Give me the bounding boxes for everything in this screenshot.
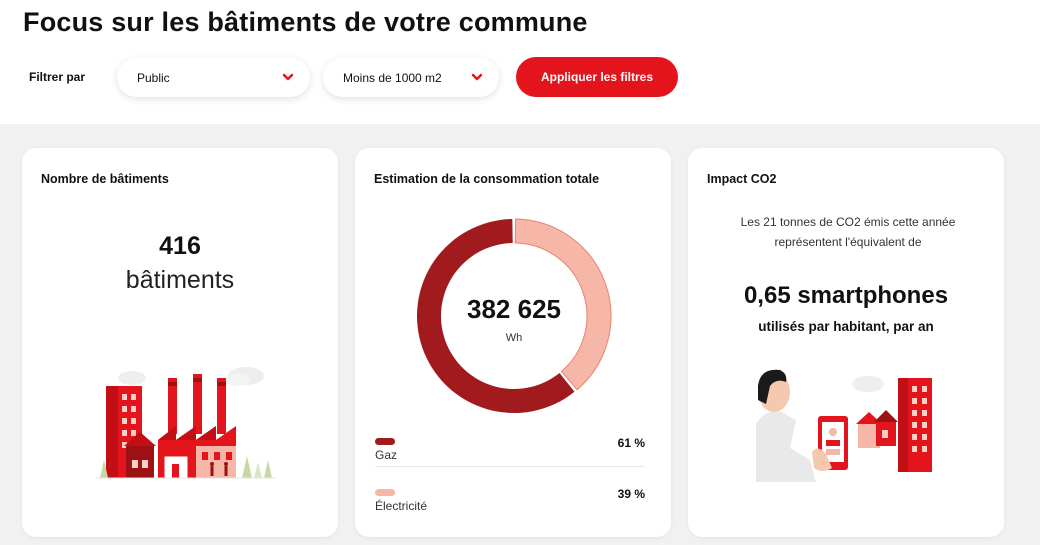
legend-item-electricity: Électricité 39 % bbox=[375, 487, 645, 519]
consumption-donut-chart bbox=[417, 218, 612, 413]
page-title: Focus sur les bâtiments de votre commune bbox=[23, 7, 588, 37]
building-size-value: Moins de 1000 m2 bbox=[343, 70, 442, 85]
building-type-value: Public bbox=[137, 70, 170, 85]
card-title: Nombre de bâtiments bbox=[41, 172, 169, 186]
apply-filters-button[interactable]: Appliquer les filtres bbox=[516, 57, 678, 97]
gas-swatch bbox=[375, 438, 395, 445]
header-section: Focus sur les bâtiments de votre commune… bbox=[0, 0, 1040, 124]
chevron-down-icon bbox=[282, 73, 294, 81]
building-type-select[interactable]: Public bbox=[117, 58, 310, 97]
donut-segment-gas bbox=[417, 219, 575, 413]
building-size-select[interactable]: Moins de 1000 m2 bbox=[323, 58, 499, 97]
legend-label: Gaz bbox=[375, 448, 398, 462]
co2-description: Les 21 tonnes de CO2 émis cette année re… bbox=[740, 215, 956, 249]
legend-item-gas: Gaz 61 % bbox=[375, 436, 645, 468]
buildings-unit: bâtiments bbox=[125, 266, 235, 294]
legend-percent: 61 % bbox=[617, 436, 645, 450]
co2-impact-card: Impact CO2 Les 21 tonnes de CO2 émis cet… bbox=[688, 148, 1004, 537]
legend-divider bbox=[375, 466, 645, 467]
legend-percent: 39 % bbox=[617, 487, 645, 501]
legend-label: Électricité bbox=[375, 499, 428, 513]
consumption-total: 382 625 bbox=[467, 294, 561, 324]
co2-equivalent-subtitle: utilisés par habitant, par an bbox=[758, 319, 934, 334]
filter-label: Filtrer par bbox=[29, 70, 86, 84]
card-title: Impact CO2 bbox=[707, 172, 777, 186]
city-buildings-illustration bbox=[96, 367, 276, 479]
buildings-count: 416 bbox=[159, 232, 201, 260]
donut-segment-electricity bbox=[514, 218, 612, 391]
consumption-card: Estimation de la consommation totale 382… bbox=[355, 148, 671, 537]
chevron-down-icon bbox=[471, 73, 483, 81]
buildings-count-card: Nombre de bâtiments 416 bâtiments bbox=[22, 148, 338, 537]
card-title: Estimation de la consommation totale bbox=[374, 172, 600, 186]
consumption-unit: Wh bbox=[505, 332, 523, 344]
electricity-swatch bbox=[375, 489, 395, 496]
person-smartphone-illustration bbox=[756, 369, 932, 482]
co2-equivalent: 0,65 smartphones bbox=[743, 282, 949, 309]
